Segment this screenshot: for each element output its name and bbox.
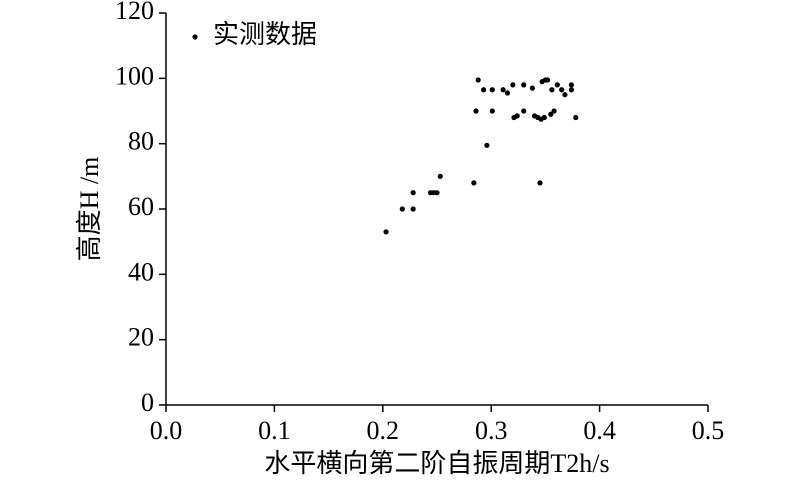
point xyxy=(471,180,477,186)
point xyxy=(475,77,481,83)
x-tick-label: 0.3 xyxy=(475,416,508,445)
x-tick-label: 0.5 xyxy=(692,416,725,445)
point xyxy=(521,108,527,114)
y-tick-label: 60 xyxy=(128,192,154,221)
x-tick-label: 0.1 xyxy=(258,416,291,445)
x-axis-label: 水平横向第二阶自振周期T2h/s xyxy=(264,449,609,478)
y-tick-label: 100 xyxy=(115,61,154,90)
point xyxy=(548,111,554,117)
point xyxy=(554,82,560,88)
point xyxy=(481,87,487,93)
x-tick-label: 0.4 xyxy=(583,416,616,445)
point xyxy=(541,114,547,121)
y-tick-label: 20 xyxy=(128,323,154,352)
y-tick-label: 120 xyxy=(115,0,154,25)
point xyxy=(562,92,568,98)
point xyxy=(549,87,555,93)
point xyxy=(473,108,479,114)
point xyxy=(489,87,495,93)
point xyxy=(489,108,495,114)
point xyxy=(514,113,520,119)
x-tick-label: 0.0 xyxy=(150,416,183,445)
point xyxy=(434,190,440,196)
point xyxy=(544,77,551,83)
point xyxy=(551,108,557,114)
point xyxy=(510,82,516,88)
y-tick-label: 40 xyxy=(128,257,154,286)
x-tick-label: 0.2 xyxy=(367,416,400,445)
y-tick-label: 80 xyxy=(128,127,154,156)
point xyxy=(484,142,490,148)
point xyxy=(568,87,575,93)
point xyxy=(410,190,416,196)
point xyxy=(437,173,443,179)
point xyxy=(568,82,575,88)
point xyxy=(504,90,511,96)
point xyxy=(529,85,535,91)
point xyxy=(410,206,416,212)
point xyxy=(383,229,389,235)
y-axis-label: 高度H /m xyxy=(75,157,104,262)
point xyxy=(537,180,543,186)
point xyxy=(500,87,506,93)
legend-label: 实测数据 xyxy=(213,20,317,49)
y-tick-label: 0 xyxy=(141,388,154,417)
point xyxy=(573,114,579,121)
point xyxy=(399,206,405,212)
legend-marker xyxy=(192,34,198,40)
point xyxy=(521,82,527,88)
point xyxy=(559,87,565,93)
